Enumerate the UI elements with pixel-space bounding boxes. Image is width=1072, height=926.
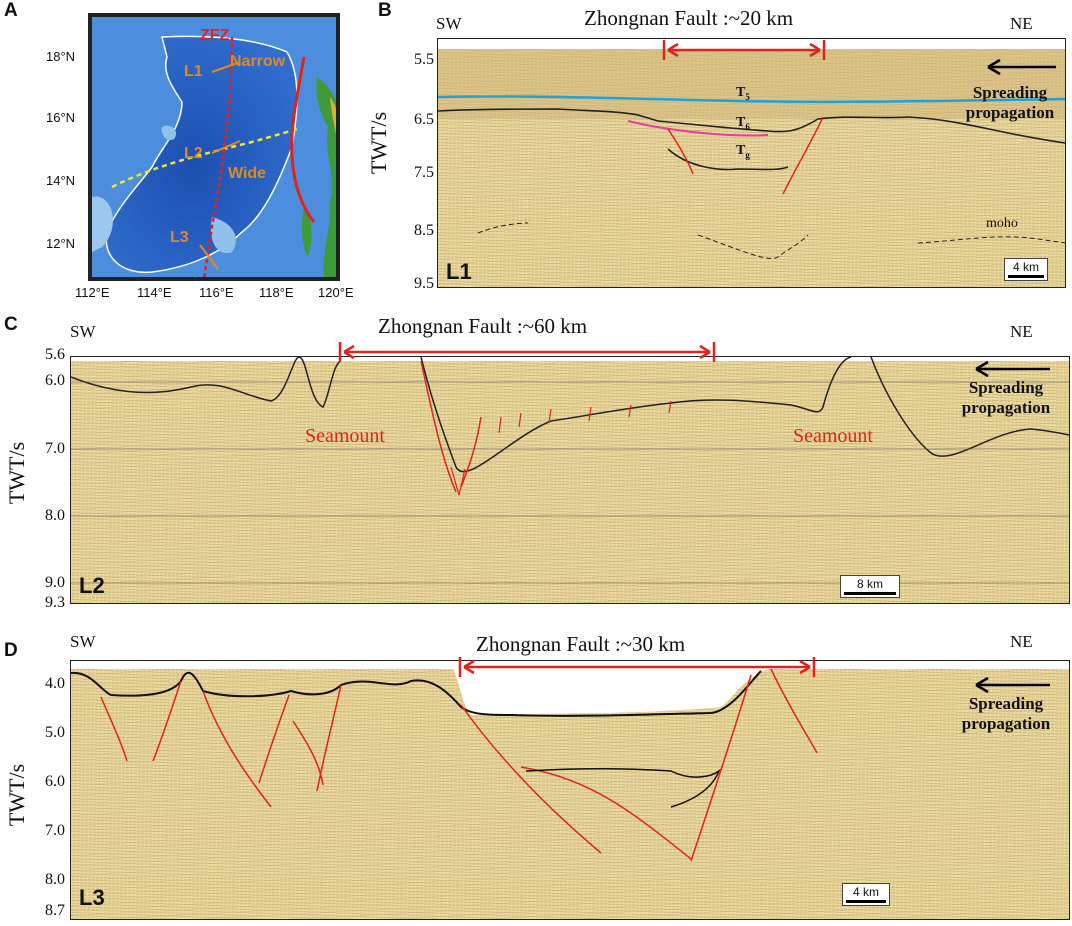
seamount-left-label: Seamount: [305, 425, 385, 447]
boundary-line: [111, 127, 298, 189]
seismic-section-l2: Seamount Seamount L2: [70, 356, 1070, 604]
panel-d-tick-80: 8.0: [45, 871, 65, 888]
l2-label: L2: [184, 145, 203, 162]
panel-d-tick-87: 8.7: [45, 902, 65, 919]
panel-b-tick-75: 7.5: [414, 164, 434, 181]
lat-tick-18: 18°N: [46, 49, 76, 64]
seismic-section-l3: L3: [70, 660, 1070, 920]
fault-width-arrow-c: [338, 342, 716, 362]
panel-c-label: C: [4, 314, 18, 335]
lat-tick-16: 16°N: [46, 110, 76, 125]
panel-c-sw: SW: [70, 322, 96, 341]
lon-tick-114: 114°E: [137, 285, 172, 300]
panel-c-tick-80: 8.0: [45, 507, 65, 524]
panel-b-tick-55: 5.5: [414, 51, 434, 68]
panel-a-label: A: [4, 0, 18, 21]
panel-b-ylabel: TWT/s: [366, 111, 392, 175]
lat-tick-14: 14°N: [46, 173, 76, 188]
l3-label: L3: [170, 229, 189, 246]
l2-line-label: L2: [79, 573, 105, 598]
spreading-text-d: Spreading propagation: [961, 694, 1051, 733]
scale-bar-b: 4 km: [1004, 258, 1048, 281]
scale-bar-c: 8 km: [840, 575, 900, 598]
luzon-land: [316, 77, 336, 277]
spreading-arrow-d: [975, 676, 1050, 694]
panel-b-tick-95: 9.5: [414, 275, 434, 292]
moho-label: moho: [986, 216, 1018, 231]
spreading-text-c: Spreading propagation: [961, 378, 1051, 417]
panel-d-tick-70: 7.0: [45, 822, 65, 839]
panel-d-sw: SW: [70, 632, 96, 651]
l3-line-label: L3: [79, 885, 105, 910]
t5-label: T5: [736, 85, 750, 102]
fault-width-arrow-d: [458, 657, 816, 677]
panel-c-tick-60: 6.0: [45, 372, 65, 389]
panel-c-title: Zhongnan Fault :~60 km: [378, 314, 588, 338]
spreading-text-b: Spreading propagation: [965, 83, 1055, 122]
spreading-arrow-c: [975, 360, 1050, 378]
panel-d-tick-50: 5.0: [45, 724, 65, 741]
panel-d-tick-60: 6.0: [45, 773, 65, 790]
wide-label: Wide: [228, 165, 267, 182]
seismic-section-l1: T5 T6 Tg moho L1: [437, 38, 1066, 288]
panel-b-tick-65: 6.5: [414, 111, 434, 128]
lat-tick-12: 12°N: [46, 236, 76, 251]
panel-d-title: Zhongnan Fault :~30 km: [476, 632, 686, 656]
panel-d-ne: NE: [1010, 632, 1033, 651]
panel-b-sw: SW: [436, 14, 462, 33]
lon-tick-116: 116°E: [199, 285, 234, 300]
panel-d-tick-40: 4.0: [45, 675, 65, 692]
panel-d-label: D: [4, 640, 18, 661]
l1-line-label: L1: [446, 259, 472, 284]
panel-c-tick-93: 9.3: [45, 594, 65, 611]
panel-c-ne: NE: [1010, 322, 1033, 341]
panel-b-tick-85: 8.5: [414, 222, 434, 239]
panel-b-title: Zhongnan Fault :~20 km: [584, 6, 794, 30]
spreading-arrow-b: [987, 58, 1056, 76]
seamount-right-label: Seamount: [793, 425, 873, 447]
lon-tick-118: 118°E: [259, 285, 294, 300]
zfz-label: ZFZ: [200, 27, 230, 44]
panel-c-tick-90: 9.0: [45, 574, 65, 591]
panel-c-tick-70: 7.0: [45, 440, 65, 457]
panel-b-label: B: [378, 0, 392, 21]
deep-basin: [106, 36, 297, 273]
lon-tick-120: 120°E: [318, 285, 354, 300]
panel-b-ne: NE: [1010, 14, 1033, 33]
map-panel: ZFZ L1 Narrow L2 Wide L3: [88, 13, 340, 281]
l1-label: L1: [184, 63, 203, 80]
fault-width-arrow-b: [662, 40, 826, 60]
narrow-label: Narrow: [230, 53, 286, 70]
panel-c-tick-56: 5.6: [45, 346, 65, 363]
lon-tick-112: 112°E: [75, 285, 110, 300]
tg-label: Tg: [736, 143, 750, 160]
scale-bar-d: 4 km: [842, 883, 890, 906]
t6-label: T6: [736, 115, 750, 132]
manila-trench: [290, 56, 316, 223]
bathymetry-map: [92, 17, 336, 277]
